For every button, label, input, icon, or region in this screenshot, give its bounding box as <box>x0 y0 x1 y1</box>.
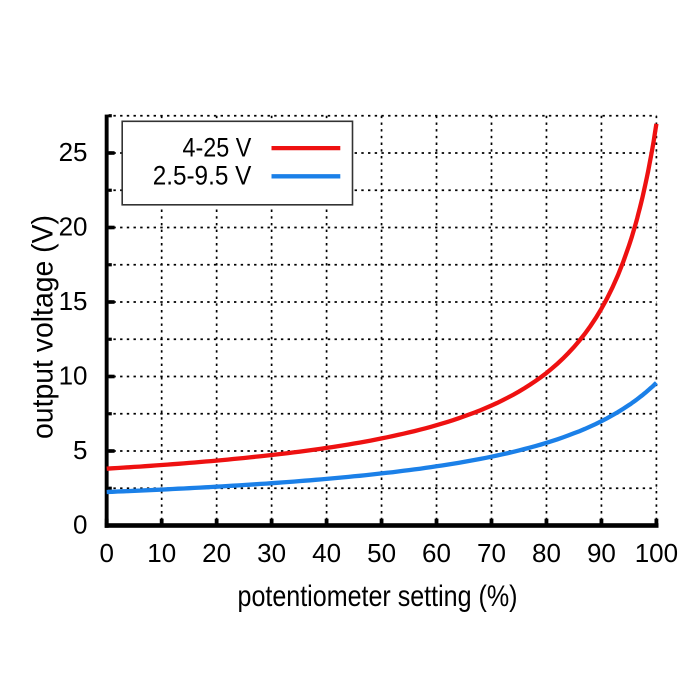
svg-text:90: 90 <box>587 538 616 568</box>
svg-text:60: 60 <box>422 538 451 568</box>
svg-text:30: 30 <box>257 538 286 568</box>
svg-text:10: 10 <box>59 361 88 391</box>
svg-text:25: 25 <box>59 137 88 167</box>
svg-text:70: 70 <box>477 538 506 568</box>
svg-text:50: 50 <box>367 538 396 568</box>
svg-text:40: 40 <box>312 538 341 568</box>
svg-text:5: 5 <box>73 435 87 465</box>
svg-text:20: 20 <box>59 212 88 242</box>
svg-text:15: 15 <box>59 286 88 316</box>
svg-text:2.5-9.5 V: 2.5-9.5 V <box>153 161 252 191</box>
svg-text:10: 10 <box>147 538 176 568</box>
svg-text:potentiometer setting (%): potentiometer setting (%) <box>238 580 518 613</box>
svg-text:80: 80 <box>532 538 561 568</box>
svg-text:0: 0 <box>73 510 87 540</box>
svg-text:20: 20 <box>202 538 231 568</box>
svg-text:output voltage (V): output voltage (V) <box>26 215 59 439</box>
svg-text:100: 100 <box>635 538 678 568</box>
svg-text:0: 0 <box>99 538 113 568</box>
svg-text:4-25 V: 4-25 V <box>183 133 252 163</box>
